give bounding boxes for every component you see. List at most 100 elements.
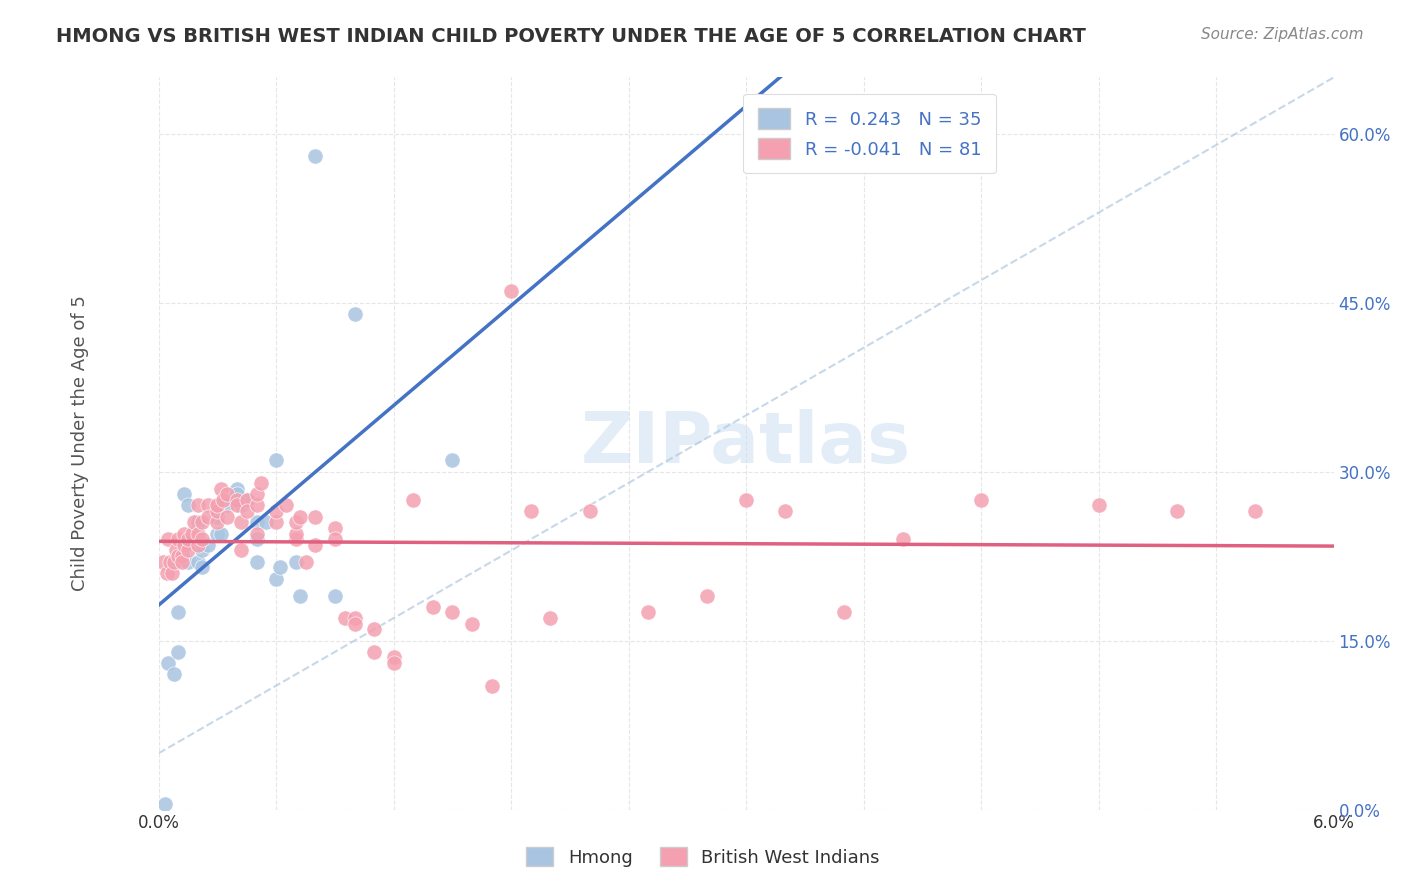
Point <box>191 516 214 530</box>
Point <box>264 453 287 467</box>
Point <box>637 606 659 620</box>
Point <box>173 538 195 552</box>
Point <box>197 538 219 552</box>
Point <box>177 499 200 513</box>
Point <box>209 526 232 541</box>
Text: HMONG VS BRITISH WEST INDIAN CHILD POVERTY UNDER THE AGE OF 5 CORRELATION CHART: HMONG VS BRITISH WEST INDIAN CHILD POVER… <box>56 27 1085 45</box>
Point <box>183 516 205 530</box>
Point <box>181 526 204 541</box>
Point <box>152 555 174 569</box>
Point <box>246 533 269 547</box>
Point <box>481 679 503 693</box>
Point <box>187 526 209 541</box>
Point <box>229 543 252 558</box>
Point <box>363 623 385 637</box>
Point <box>226 492 249 507</box>
Point <box>246 499 269 513</box>
Point <box>173 487 195 501</box>
Point <box>153 797 176 811</box>
Point <box>284 555 307 569</box>
Point <box>217 499 239 513</box>
Point <box>254 516 277 530</box>
Legend: R =  0.243   N = 35, R = -0.041   N = 81: R = 0.243 N = 35, R = -0.041 N = 81 <box>744 94 995 173</box>
Point <box>363 645 385 659</box>
Point <box>162 566 184 580</box>
Point <box>441 606 464 620</box>
Point <box>191 560 214 574</box>
Text: Source: ZipAtlas.com: Source: ZipAtlas.com <box>1201 27 1364 42</box>
Point <box>207 526 229 541</box>
Point <box>970 492 993 507</box>
Point <box>891 533 914 547</box>
Point <box>157 656 180 670</box>
Point <box>163 555 186 569</box>
Point <box>207 516 229 530</box>
Point <box>343 611 366 625</box>
Point <box>441 453 464 467</box>
Point <box>177 533 200 547</box>
Point <box>165 543 187 558</box>
Point <box>163 667 186 681</box>
Point <box>382 656 405 670</box>
Point <box>246 487 269 501</box>
Point <box>1166 504 1188 518</box>
Point <box>229 516 252 530</box>
Point <box>209 482 232 496</box>
Point <box>323 521 346 535</box>
Point <box>382 650 405 665</box>
Point <box>735 492 758 507</box>
Point <box>172 549 194 563</box>
Point <box>249 475 271 490</box>
Point <box>217 509 239 524</box>
Point <box>236 492 259 507</box>
Point <box>172 555 194 569</box>
Point <box>294 555 316 569</box>
Point <box>832 606 855 620</box>
Point <box>274 499 297 513</box>
Point <box>226 482 249 496</box>
Point <box>167 645 190 659</box>
Point <box>177 555 200 569</box>
Point <box>226 499 249 513</box>
Point <box>304 509 326 524</box>
Point <box>323 589 346 603</box>
Point <box>402 492 425 507</box>
Point <box>157 533 180 547</box>
Point <box>284 533 307 547</box>
Point <box>187 538 209 552</box>
Point <box>1244 504 1267 518</box>
Point <box>501 285 523 299</box>
Text: ZIPatlas: ZIPatlas <box>581 409 911 478</box>
Point <box>269 560 291 574</box>
Point <box>236 492 259 507</box>
Point <box>246 526 269 541</box>
Point <box>212 492 235 507</box>
Point <box>167 533 190 547</box>
Point <box>1087 499 1109 513</box>
Point <box>578 504 600 518</box>
Point <box>226 487 249 501</box>
Point <box>343 307 366 321</box>
Point <box>217 487 239 501</box>
Point <box>229 499 252 513</box>
Point <box>197 509 219 524</box>
Point <box>538 611 561 625</box>
Point <box>155 566 177 580</box>
Point <box>197 499 219 513</box>
Point <box>207 499 229 513</box>
Point <box>191 543 214 558</box>
Point <box>284 526 307 541</box>
Legend: Hmong, British West Indians: Hmong, British West Indians <box>519 840 887 874</box>
Point <box>288 509 311 524</box>
Point <box>167 549 190 563</box>
Point <box>236 504 259 518</box>
Point <box>284 516 307 530</box>
Point <box>159 555 181 569</box>
Point <box>461 616 484 631</box>
Point <box>304 538 326 552</box>
Point <box>172 543 194 558</box>
Point <box>264 504 287 518</box>
Point <box>304 149 326 163</box>
Point <box>343 616 366 631</box>
Point <box>775 504 797 518</box>
